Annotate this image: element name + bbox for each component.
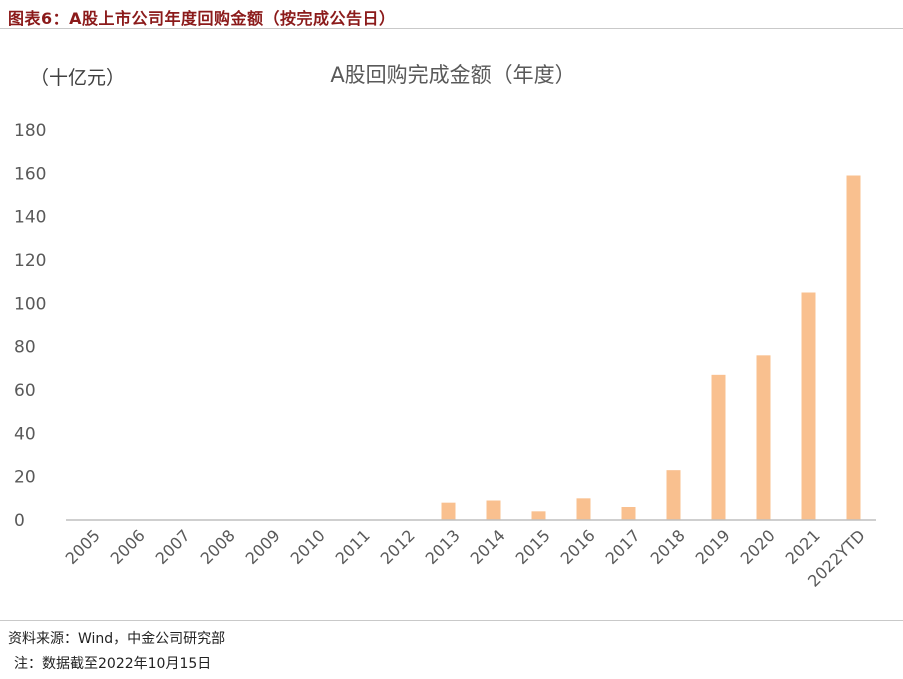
y-tick-label: 60	[14, 381, 36, 401]
y-tick-label: 180	[14, 121, 46, 141]
x-tick-label: 2008	[197, 526, 239, 568]
x-tick-label: 2018	[647, 526, 689, 568]
bar-2017	[621, 507, 636, 520]
x-tick-label: 2005	[62, 526, 104, 568]
x-tick-label: 2006	[107, 526, 149, 568]
x-tick-label: 2016	[557, 526, 599, 568]
y-tick-label: 140	[14, 208, 46, 228]
x-tick-label: 2011	[332, 526, 374, 568]
y-tick-label: 80	[14, 338, 36, 358]
bar-2016	[576, 498, 591, 520]
y-tick-label: 120	[14, 251, 46, 271]
x-tick-label: 2009	[242, 526, 284, 568]
bar-2022YTD	[846, 175, 861, 520]
bar-2013	[441, 502, 456, 520]
figure-title: 图表6：A股上市公司年度回购金额（按完成公告日）	[8, 9, 396, 28]
bar-2019	[711, 374, 726, 520]
x-tick-label: 2010	[287, 526, 329, 568]
y-tick-label: 20	[14, 468, 36, 488]
x-tick-label: 2021	[782, 526, 824, 568]
x-tick-label: 2017	[602, 526, 644, 568]
x-tick-label: 2013	[422, 526, 464, 568]
source-note: 资料来源：Wind，中金公司研究部	[8, 631, 226, 647]
y-tick-label: 160	[14, 164, 46, 184]
y-tick-label: 100	[14, 294, 46, 314]
x-tick-label: 2020	[737, 526, 779, 568]
footnote: 注：数据截至2022年10月15日	[14, 656, 212, 672]
x-tick-label: 2015	[512, 526, 554, 568]
y-unit-label: （十亿元）	[30, 67, 125, 89]
bar-2014	[486, 500, 501, 520]
chart-title: A股回购完成金额（年度）	[330, 63, 575, 87]
bar-2021	[801, 292, 816, 520]
bar-2020	[756, 355, 771, 520]
x-tick-label: 2019	[692, 526, 734, 568]
bar-2018	[666, 470, 681, 520]
y-tick-label: 40	[14, 424, 36, 444]
y-tick-labels: 0 20 40 60 80 100 120 140 160 180	[14, 121, 46, 531]
bars	[441, 175, 861, 520]
y-tick-label: 0	[14, 511, 25, 531]
bar-2015	[531, 511, 546, 520]
x-tick-label: 2012	[377, 526, 419, 568]
top-divider	[0, 28, 903, 29]
bar-chart: A股回购完成金额（年度） （十亿元） 0 20 40 60 80 100 120 140 160…	[14, 63, 876, 591]
x-tick-label: 2007	[152, 526, 194, 568]
x-tick-label: 2014	[467, 526, 509, 568]
bottom-divider	[0, 620, 903, 621]
x-tick-labels: 2005 2006 2007 2008 2009 2010 2011 2012 2013 2014…	[62, 526, 869, 591]
